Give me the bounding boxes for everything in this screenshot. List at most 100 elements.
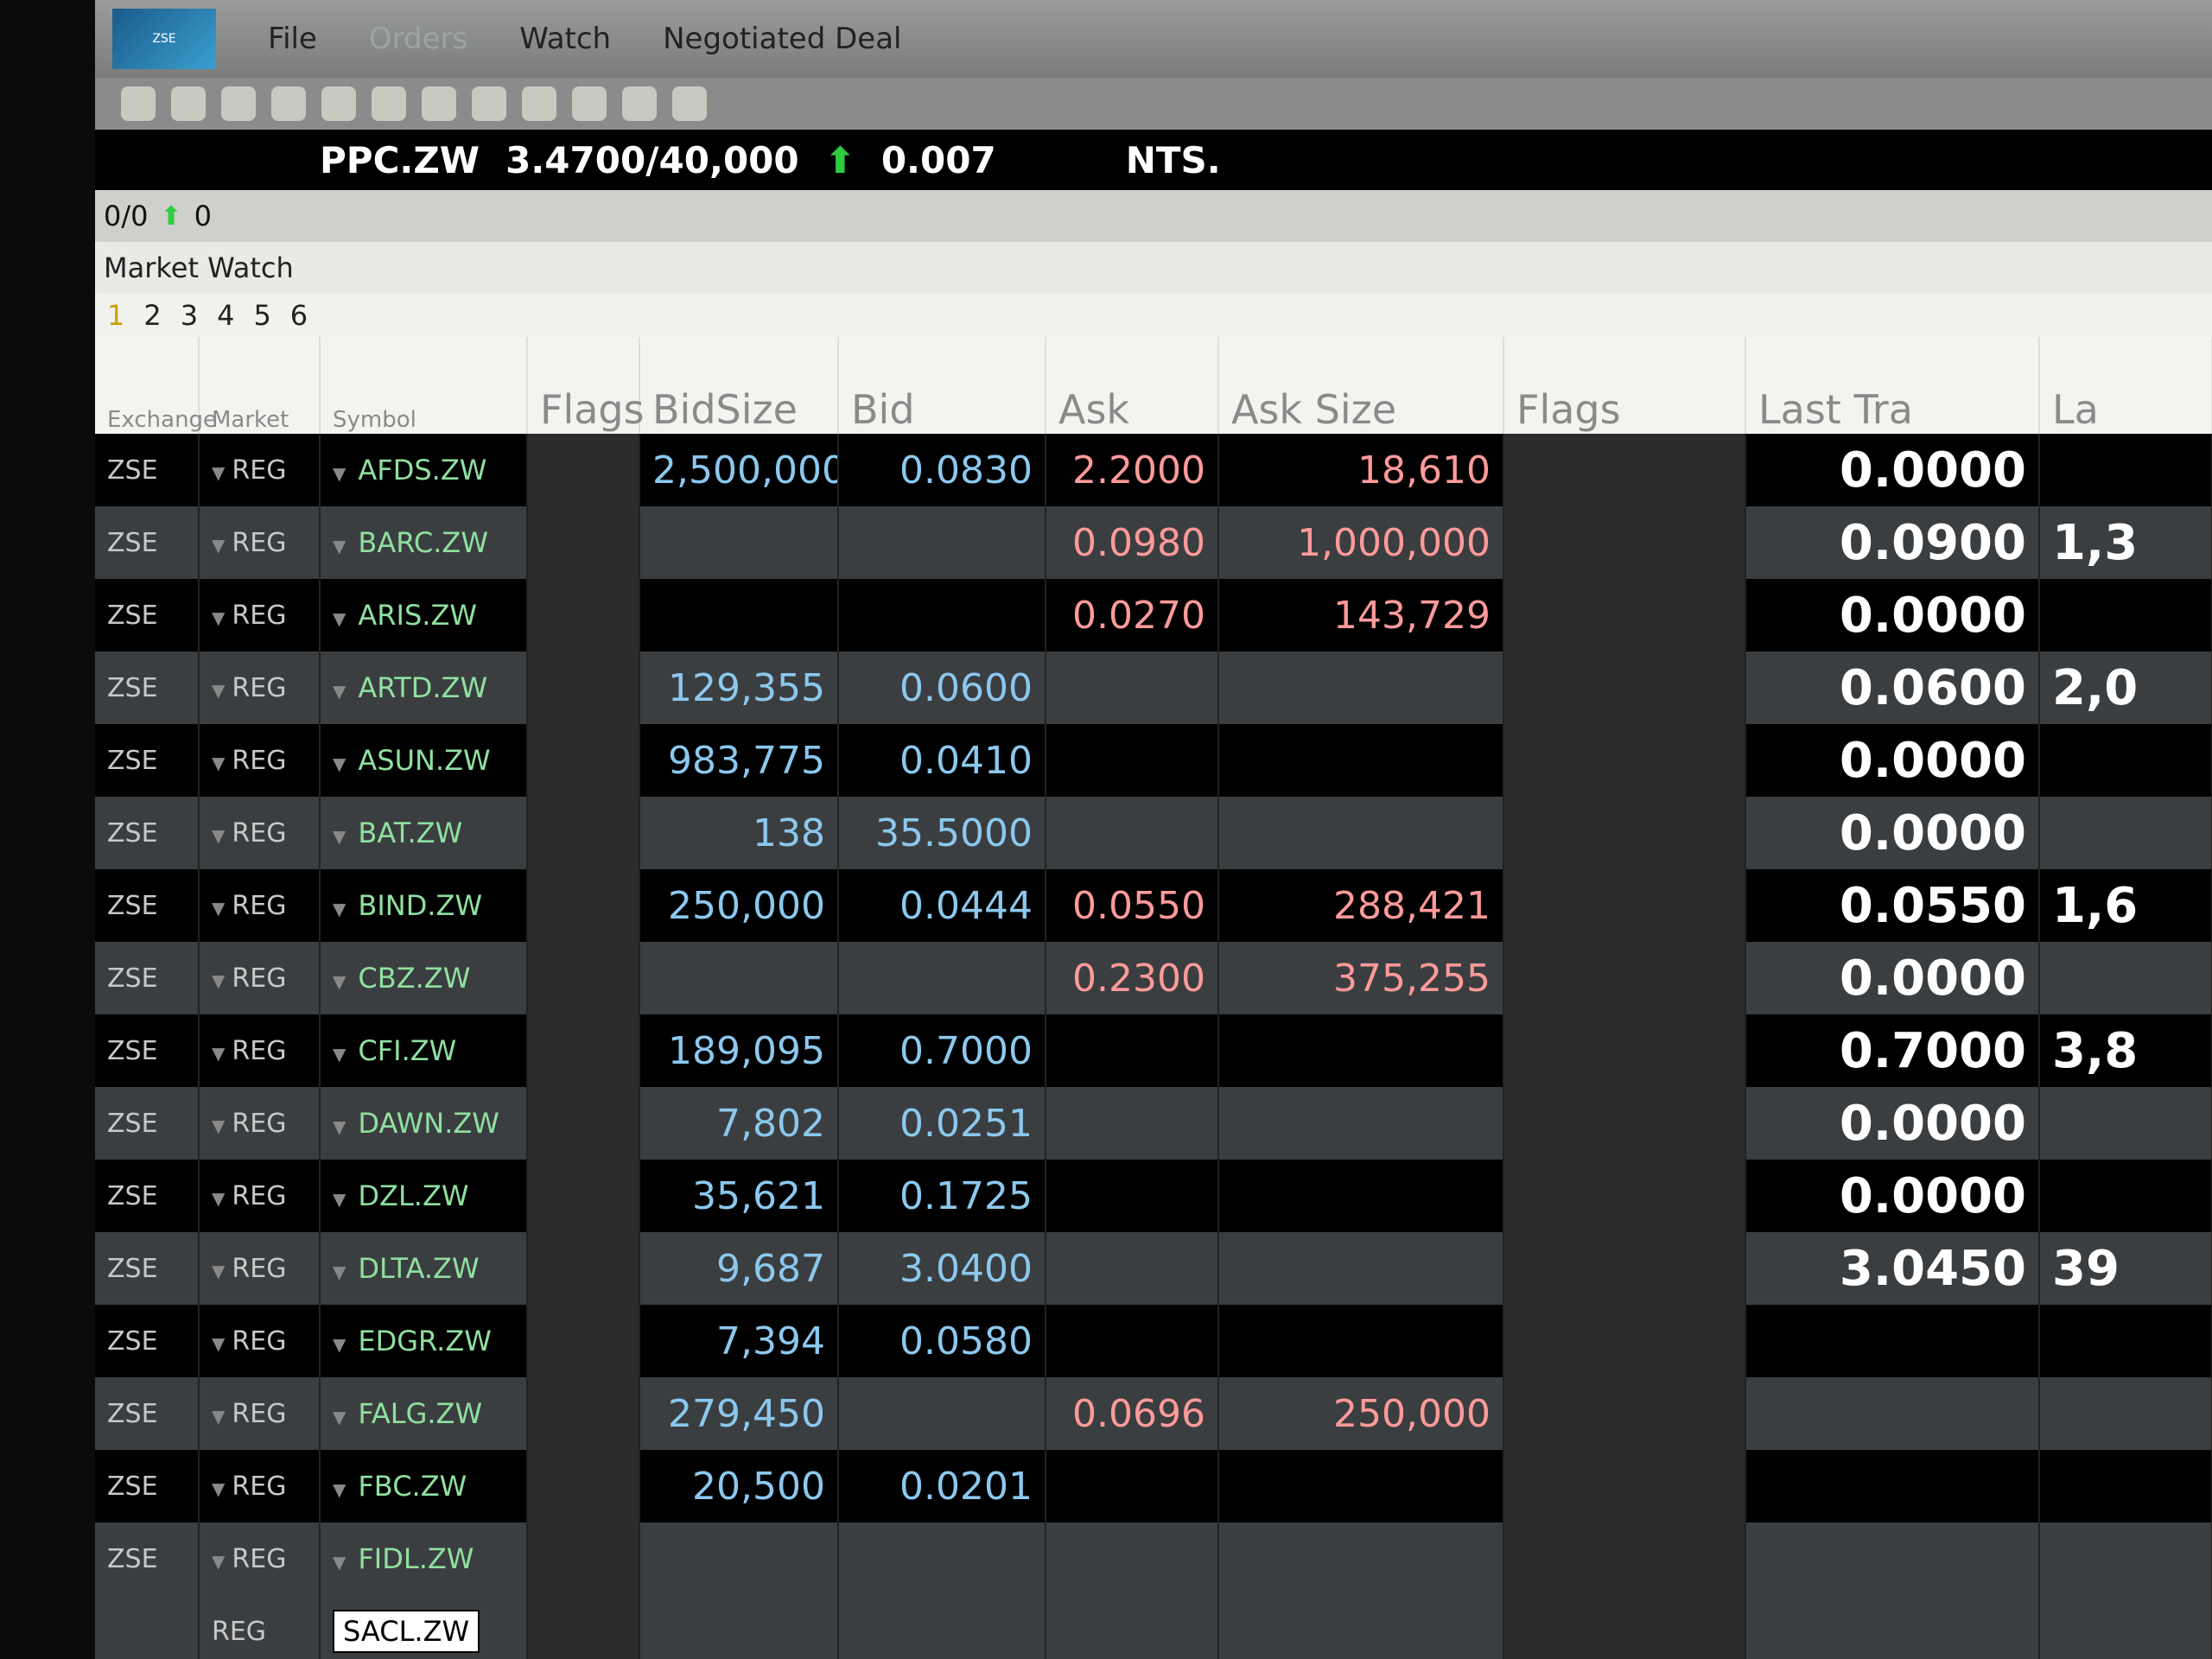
list-icon[interactable]: [271, 86, 306, 121]
dropdown-arrow-icon[interactable]: ▼: [333, 536, 346, 556]
market-cell[interactable]: ▼ REG: [199, 1377, 321, 1450]
symbol-cell[interactable]: SACL.ZW: [320, 1595, 528, 1659]
tab-6[interactable]: 6: [289, 299, 308, 332]
folder-icon[interactable]: [572, 86, 607, 121]
table-row[interactable]: ZSE ▼ REG ▼ FALG.ZW 279,450 0.0696 250,000: [95, 1377, 2212, 1450]
dropdown-arrow-icon[interactable]: ▼: [212, 1187, 226, 1209]
globe-icon[interactable]: [372, 86, 406, 121]
toolbar-icon[interactable]: [171, 86, 206, 121]
symbol-cell[interactable]: ▼ ARTD.ZW: [320, 652, 528, 724]
symbol-cell[interactable]: ▼ CFI.ZW: [320, 1014, 528, 1087]
dropdown-arrow-icon[interactable]: ▼: [333, 1552, 346, 1573]
menu-negotiated-deal[interactable]: Negotiated Deal: [663, 22, 902, 56]
dropdown-arrow-icon[interactable]: ▼: [212, 824, 226, 846]
column-header-ask-size[interactable]: Ask Size: [1218, 337, 1504, 434]
market-cell[interactable]: ▼ REG: [199, 1087, 321, 1160]
dropdown-arrow-icon[interactable]: ▼: [333, 608, 346, 629]
symbol-cell[interactable]: ▼ EDGR.ZW: [320, 1305, 528, 1377]
market-cell[interactable]: ▼ REG: [199, 1232, 321, 1305]
symbol-cell[interactable]: ▼ DLTA.ZW: [320, 1232, 528, 1305]
dropdown-arrow-icon[interactable]: ▼: [212, 1332, 226, 1354]
table-row[interactable]: ZSE ▼ REG ▼ AFDS.ZW 2,500,000 0.0830 2.2000 18,6…: [95, 434, 2212, 506]
column-header-flags[interactable]: Flags: [527, 337, 645, 434]
chart-icon[interactable]: [321, 86, 356, 121]
column-header-last-trade-size[interactable]: La: [2039, 337, 2212, 434]
column-header-market[interactable]: Market: [199, 337, 321, 434]
symbol-cell[interactable]: ▼ CBZ.ZW: [320, 942, 528, 1014]
market-cell[interactable]: ▼ REG: [199, 942, 321, 1014]
market-cell[interactable]: REG: [199, 1595, 321, 1659]
menu-file[interactable]: File: [268, 22, 317, 56]
market-cell[interactable]: ▼ REG: [199, 579, 321, 652]
market-cell[interactable]: ▼ REG: [199, 1160, 321, 1232]
table-row[interactable]: ZSE ▼ REG ▼ CBZ.ZW 0.2300 375,255 0.0000: [95, 942, 2212, 1014]
symbol-cell[interactable]: ▼ FIDL.ZW: [320, 1522, 528, 1595]
symbol-cell[interactable]: ▼ ASUN.ZW: [320, 724, 528, 797]
table-row[interactable]: ZSE ▼ REG ▼ DZL.ZW 35,621 0.1725 0.0000: [95, 1160, 2212, 1232]
table-row[interactable]: ZSE ▼ REG ▼ DAWN.ZW 7,802 0.0251 0.0000: [95, 1087, 2212, 1160]
table-row[interactable]: ZSE ▼ REG ▼ DLTA.ZW 9,687 3.0400 3.0450 39: [95, 1232, 2212, 1305]
table-row[interactable]: ZSE ▼ REG ▼ BAT.ZW 138 35.5000 0.0000: [95, 797, 2212, 869]
market-cell[interactable]: ▼ REG: [199, 1305, 321, 1377]
dropdown-arrow-icon[interactable]: ▼: [333, 1407, 346, 1427]
dropdown-arrow-icon[interactable]: ▼: [212, 1042, 226, 1064]
table-row[interactable]: ZSE ▼ REG ▼ FBC.ZW 20,500 0.0201: [95, 1450, 2212, 1522]
symbol-cell[interactable]: ▼ AFDS.ZW: [320, 434, 528, 506]
spreadsheet-icon[interactable]: [522, 86, 556, 121]
table-row[interactable]: ZSE ▼ REG ▼ BARC.ZW 0.0980 1,000,000 0.0900 1,3: [95, 506, 2212, 579]
dropdown-arrow-icon[interactable]: ▼: [212, 534, 226, 556]
report-icon[interactable]: [622, 86, 657, 121]
column-header-bid[interactable]: Bid: [838, 337, 1046, 434]
dropdown-arrow-icon[interactable]: ▼: [333, 1479, 346, 1500]
column-header-bidsize[interactable]: BidSize: [639, 337, 839, 434]
dropdown-arrow-icon[interactable]: ▼: [212, 1478, 226, 1499]
market-cell[interactable]: ▼ REG: [199, 869, 321, 942]
column-header-flags-2[interactable]: Flags: [1503, 337, 1746, 434]
symbol-cell[interactable]: ▼ BARC.ZW: [320, 506, 528, 579]
market-cell[interactable]: ▼ REG: [199, 506, 321, 579]
symbol-cell[interactable]: ▼ BIND.ZW: [320, 869, 528, 942]
dropdown-arrow-icon[interactable]: ▼: [212, 679, 226, 701]
dropdown-arrow-icon[interactable]: ▼: [333, 753, 346, 774]
dropdown-arrow-icon[interactable]: ▼: [333, 1334, 346, 1355]
dropdown-arrow-icon[interactable]: ▼: [333, 826, 346, 847]
dropdown-arrow-icon[interactable]: ▼: [212, 607, 226, 628]
dropdown-arrow-icon[interactable]: ▼: [212, 1115, 226, 1136]
tab-4[interactable]: 4: [217, 299, 235, 332]
document-icon[interactable]: [472, 86, 506, 121]
market-cell[interactable]: ▼ REG: [199, 797, 321, 869]
column-header-exchange[interactable]: Exchange: [95, 337, 217, 434]
dropdown-arrow-icon[interactable]: ▼: [333, 1116, 346, 1137]
tab-2[interactable]: 2: [143, 299, 162, 332]
tab-5[interactable]: 5: [253, 299, 271, 332]
new-row[interactable]: REG SACL.ZW: [95, 1595, 2212, 1659]
market-cell[interactable]: ▼ REG: [199, 1014, 321, 1087]
dropdown-arrow-icon[interactable]: ▼: [333, 1044, 346, 1065]
menu-watch[interactable]: Watch: [519, 22, 612, 56]
dropdown-arrow-icon[interactable]: ▼: [212, 752, 226, 773]
column-header-ask[interactable]: Ask: [1046, 337, 1219, 434]
toolbar-icon[interactable]: [121, 86, 156, 121]
toolbar-icon[interactable]: [221, 86, 256, 121]
dropdown-arrow-icon[interactable]: ▼: [212, 1405, 226, 1427]
dropdown-arrow-icon[interactable]: ▼: [212, 1260, 226, 1281]
clock-icon[interactable]: [672, 86, 707, 121]
table-row[interactable]: ZSE ▼ REG ▼ CFI.ZW 189,095 0.7000 0.7000 3,8: [95, 1014, 2212, 1087]
market-cell[interactable]: ▼ REG: [199, 652, 321, 724]
symbol-input[interactable]: SACL.ZW: [333, 1610, 480, 1653]
table-row[interactable]: ZSE ▼ REG ▼ EDGR.ZW 7,394 0.0580: [95, 1305, 2212, 1377]
dropdown-arrow-icon[interactable]: ▼: [333, 681, 346, 702]
symbol-cell[interactable]: ▼ ARIS.ZW: [320, 579, 528, 652]
column-header-last-trade[interactable]: Last Tra: [1745, 337, 2040, 434]
table-row[interactable]: ZSE ▼ REG ▼ ARIS.ZW 0.0270 143,729 0.0000: [95, 579, 2212, 652]
column-header-symbol[interactable]: Symbol: [320, 337, 528, 434]
dropdown-arrow-icon[interactable]: ▼: [333, 463, 346, 484]
market-cell[interactable]: ▼ REG: [199, 1522, 321, 1595]
market-cell[interactable]: ▼ REG: [199, 434, 321, 506]
market-cell[interactable]: ▼ REG: [199, 724, 321, 797]
table-row[interactable]: ZSE ▼ REG ▼ ARTD.ZW 129,355 0.0600 0.0600 2,0: [95, 652, 2212, 724]
table-row[interactable]: ZSE ▼ REG ▼ ASUN.ZW 983,775 0.0410 0.0000: [95, 724, 2212, 797]
dropdown-arrow-icon[interactable]: ▼: [333, 899, 346, 919]
menu-orders[interactable]: Orders: [368, 22, 468, 56]
tab-1[interactable]: 1: [107, 299, 125, 332]
